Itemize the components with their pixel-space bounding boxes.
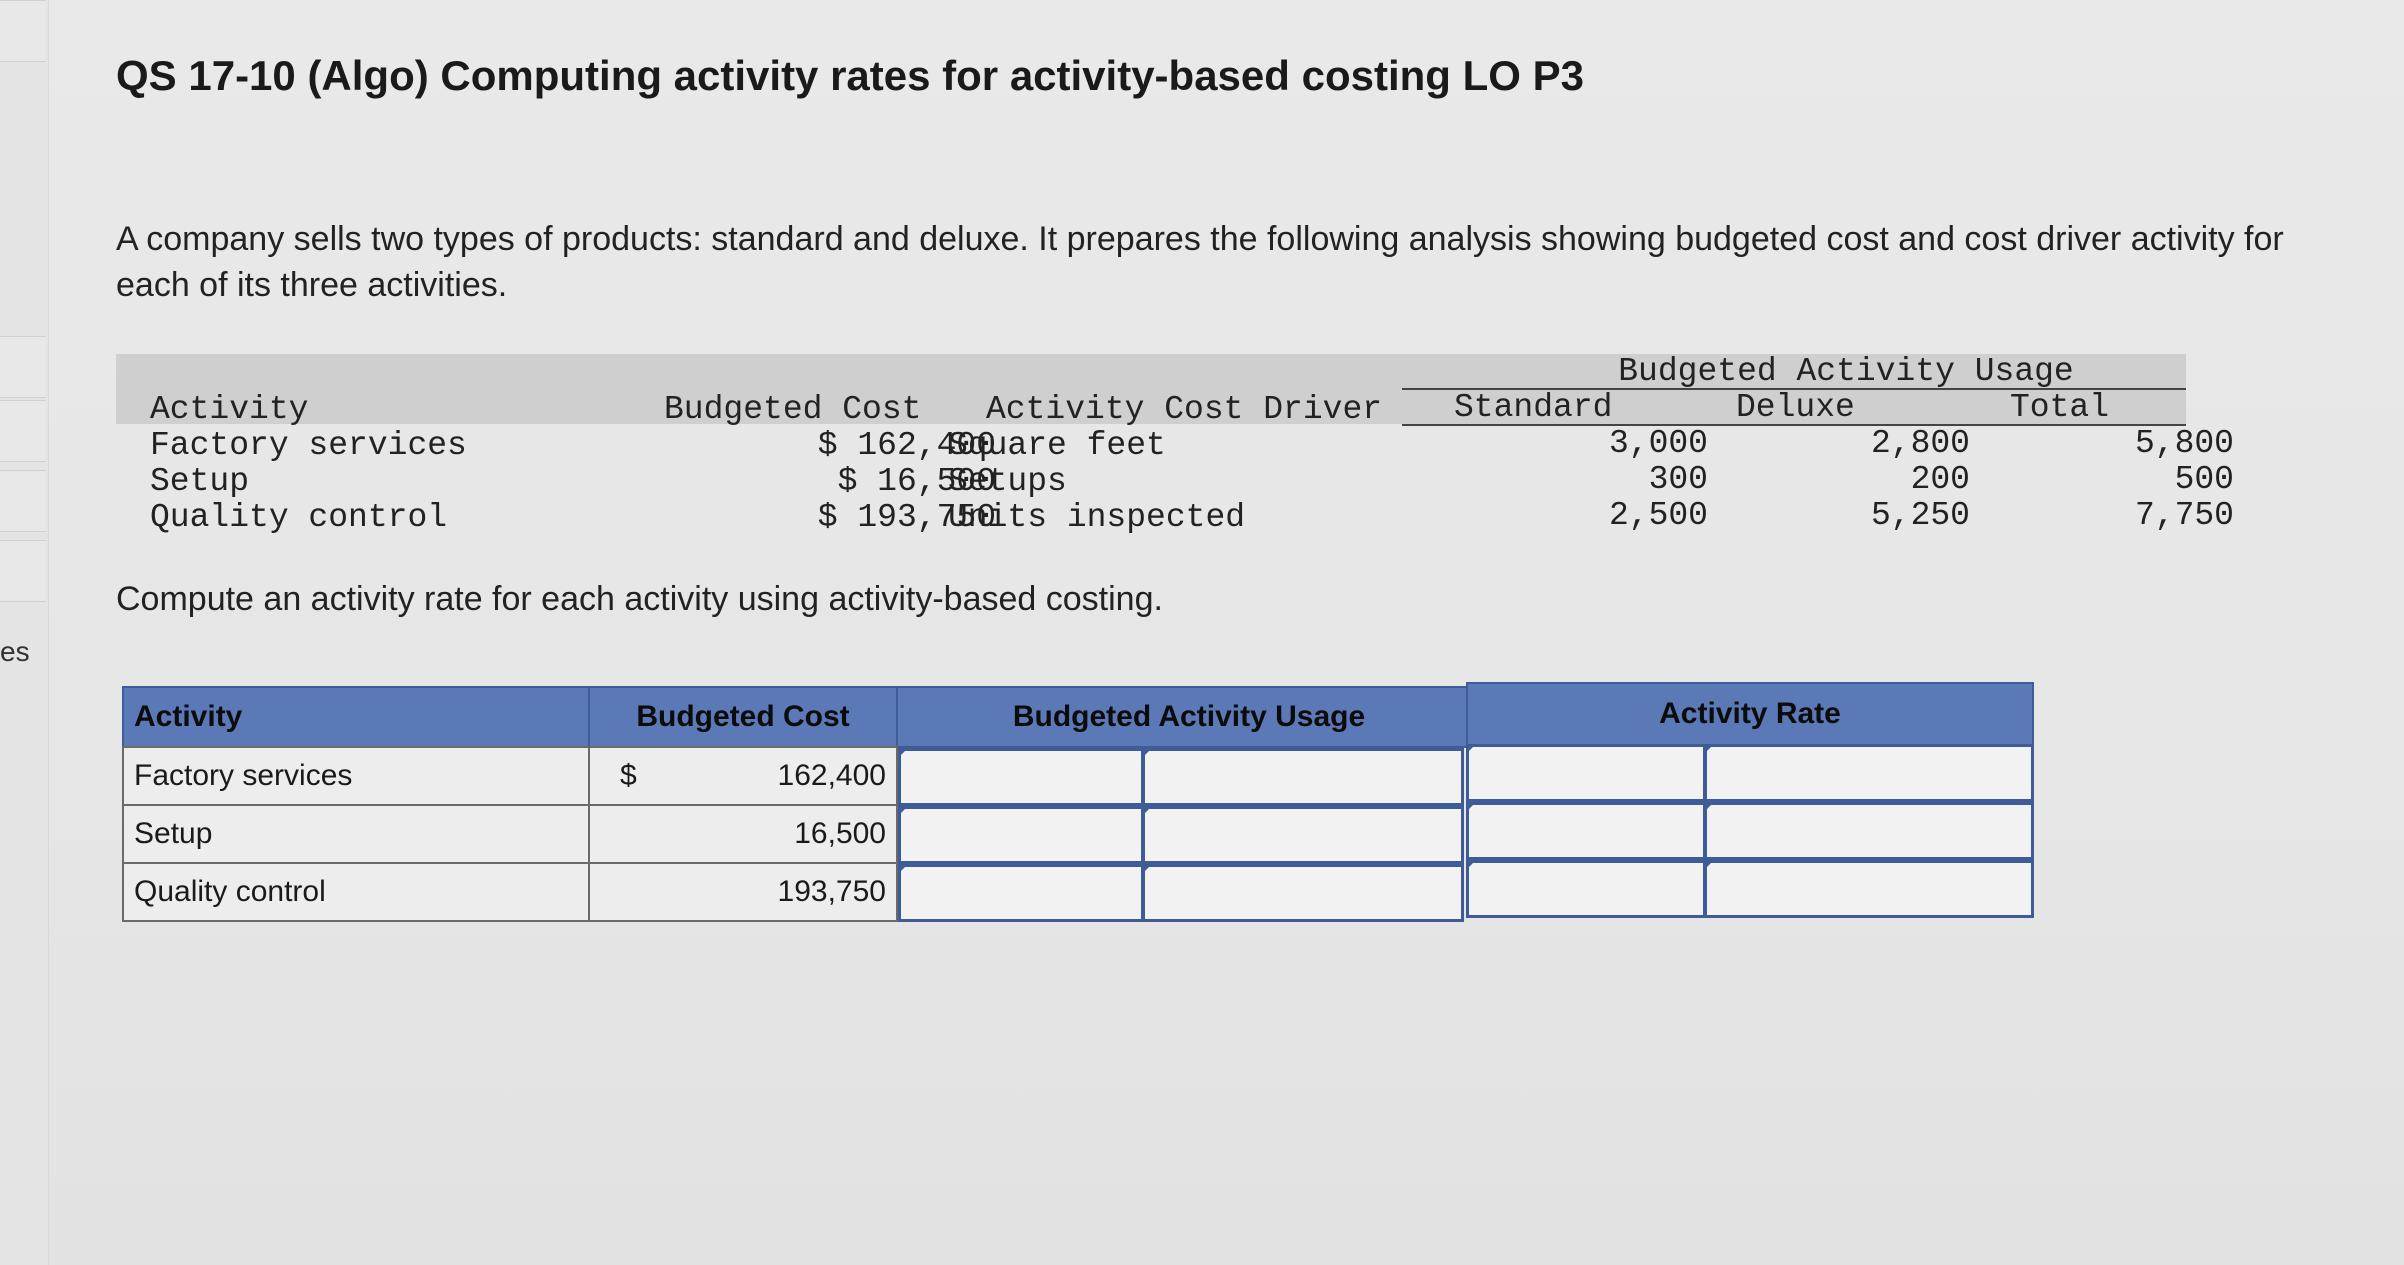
budgeted-cost-value: 16,500 bbox=[794, 817, 886, 850]
usage-amount-input[interactable] bbox=[898, 748, 1144, 806]
row-cost: $ 193,750 bbox=[817, 499, 996, 536]
row-total: 7,750 bbox=[2134, 497, 2234, 534]
rate-unit-select[interactable] bbox=[1704, 860, 2034, 918]
rate-amount-input[interactable] bbox=[1466, 860, 1706, 918]
row-driver: Setups bbox=[948, 463, 1067, 500]
budgeted-cost-cell: 16,500 bbox=[588, 804, 898, 864]
usage-amount-input[interactable] bbox=[898, 806, 1144, 864]
row-standard: 2,500 bbox=[1608, 497, 1708, 534]
row-cost: $ 162,400 bbox=[817, 427, 996, 464]
row-activity: Setup bbox=[150, 463, 250, 500]
row-activity-label: Factory services bbox=[122, 746, 590, 806]
header-budgeted-cost: Budgeted Cost bbox=[588, 686, 898, 748]
col-header-total: Total bbox=[2010, 389, 2110, 426]
row-deluxe: 5,250 bbox=[1870, 497, 1970, 534]
row-total: 5,800 bbox=[2134, 425, 2234, 462]
row-deluxe: 2,800 bbox=[1870, 425, 1970, 462]
page-title: QS 17-10 (Algo) Computing activity rates… bbox=[116, 52, 1584, 99]
col-header-driver: Activity Cost Driver bbox=[986, 391, 1383, 428]
sidebar-partial-label: es bbox=[0, 636, 30, 667]
row-standard: 3,000 bbox=[1608, 425, 1708, 462]
left-sidebar: es bbox=[0, 0, 49, 1265]
rate-unit-select[interactable] bbox=[1704, 802, 2034, 860]
budgeted-cost-value: 162,400 bbox=[777, 759, 886, 792]
given-data-table: Budgeted Activity Usage Activity Budgete… bbox=[116, 353, 2234, 536]
group-header: Budgeted Activity Usage bbox=[1618, 353, 2074, 390]
col-header-activity: Activity bbox=[150, 391, 309, 428]
col-header-deluxe: Deluxe bbox=[1736, 389, 1855, 426]
row-total: 500 bbox=[2174, 461, 2234, 498]
row-cost: $ 16,500 bbox=[837, 463, 996, 500]
sidebar-card[interactable] bbox=[0, 336, 46, 398]
header-activity: Activity bbox=[122, 686, 590, 748]
rate-unit-select[interactable] bbox=[1704, 744, 2034, 802]
header-activity-rate: Activity Rate bbox=[1466, 682, 2034, 746]
row-deluxe: 200 bbox=[1910, 461, 1970, 498]
row-activity-label: Setup bbox=[122, 804, 590, 864]
row-activity: Quality control bbox=[150, 499, 448, 536]
rate-amount-input[interactable] bbox=[1466, 744, 1706, 802]
usage-amount-input[interactable] bbox=[898, 864, 1144, 922]
group-header-rule bbox=[1402, 388, 2186, 390]
sidebar-card[interactable] bbox=[0, 540, 46, 602]
usage-unit-select[interactable] bbox=[1142, 748, 1464, 806]
header-rule bbox=[1402, 424, 2186, 426]
row-driver: Square feet bbox=[948, 427, 1166, 464]
usage-unit-select[interactable] bbox=[1142, 864, 1464, 922]
problem-intro: A company sells two types of products: s… bbox=[116, 220, 2284, 304]
col-header-standard: Standard bbox=[1454, 389, 1613, 426]
row-activity-label: Quality control bbox=[122, 862, 590, 922]
budgeted-cost-value: 193,750 bbox=[777, 875, 886, 908]
instruction-text: Compute an activity rate for each activi… bbox=[116, 580, 1163, 618]
budgeted-cost-cell: 193,750 bbox=[588, 862, 898, 922]
rate-amount-input[interactable] bbox=[1466, 802, 1706, 860]
currency-symbol: $ bbox=[620, 759, 637, 792]
usage-unit-select[interactable] bbox=[1142, 806, 1464, 864]
col-header-cost: Budgeted Cost bbox=[664, 391, 922, 428]
header-budgeted-activity-usage: Budgeted Activity Usage bbox=[896, 686, 1482, 748]
row-activity: Factory services bbox=[150, 427, 467, 464]
sidebar-card[interactable] bbox=[0, 0, 46, 62]
row-driver: Units inspected bbox=[948, 499, 1246, 536]
row-standard: 300 bbox=[1648, 461, 1708, 498]
answer-table: Activity Budgeted Cost Budgeted Activity… bbox=[122, 682, 2034, 926]
budgeted-cost-cell: $ 162,400 bbox=[588, 746, 898, 806]
sidebar-card[interactable] bbox=[0, 470, 46, 532]
sidebar-card[interactable] bbox=[0, 400, 46, 462]
